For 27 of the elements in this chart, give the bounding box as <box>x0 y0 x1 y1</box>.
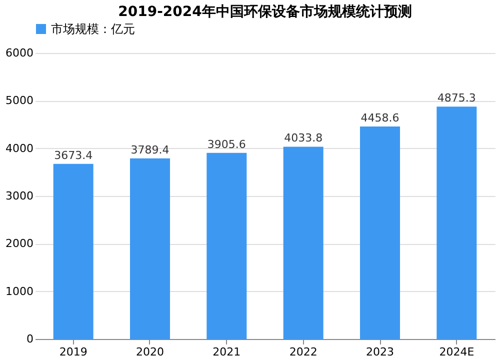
bar <box>206 152 247 339</box>
legend-label: 市场规模：亿元 <box>51 22 135 36</box>
y-tick-label: 6000 <box>6 46 34 60</box>
x-tick-label: 2019 <box>59 346 88 358</box>
y-tick-label: 1000 <box>6 284 34 298</box>
bar <box>130 158 170 339</box>
chart-title: 2019-2024年中国环保设备市场规模统计预测 <box>118 3 412 20</box>
x-tick-label: 2022 <box>289 346 318 358</box>
y-tick-label: 5000 <box>6 94 34 108</box>
data-label: 3673.4 <box>54 148 93 162</box>
bar <box>360 126 400 339</box>
y-tick-label: 4000 <box>6 142 34 155</box>
y-tick-label: 3000 <box>6 190 34 202</box>
data-label: 4458.6 <box>360 111 400 124</box>
x-tick-label: 2020 <box>136 346 164 358</box>
data-label: 3789.4 <box>130 143 170 156</box>
data-label: 3905.6 <box>207 138 246 151</box>
x-tick-label: 2024E <box>439 346 474 358</box>
data-label: 4875.3 <box>437 92 476 105</box>
data-label: 4033.8 <box>284 132 323 145</box>
y-tick-label: 2000 <box>6 237 34 250</box>
x-tick-label: 2023 <box>366 346 394 358</box>
bar <box>283 146 324 339</box>
y-tick-label: 0 <box>26 332 34 346</box>
x-tick-label: 2021 <box>212 346 241 358</box>
bar <box>53 164 94 339</box>
bar <box>436 106 477 339</box>
